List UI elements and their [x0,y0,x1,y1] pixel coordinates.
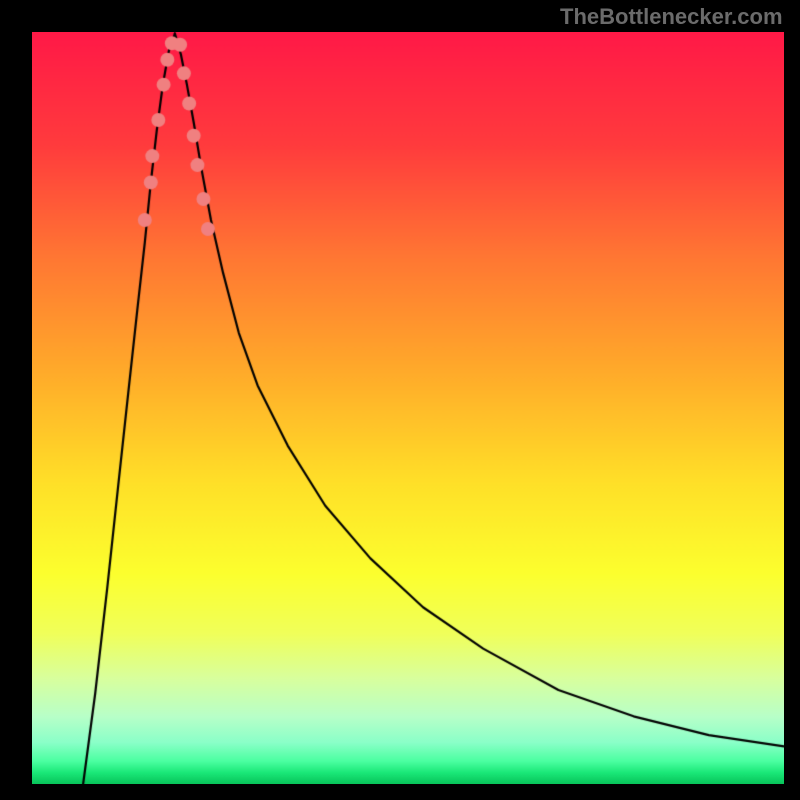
curve-layer [32,32,784,784]
plot-area [32,32,784,784]
watermark-text: TheBottlenecker.com [560,4,783,30]
chart-container: TheBottlenecker.com [0,0,800,800]
